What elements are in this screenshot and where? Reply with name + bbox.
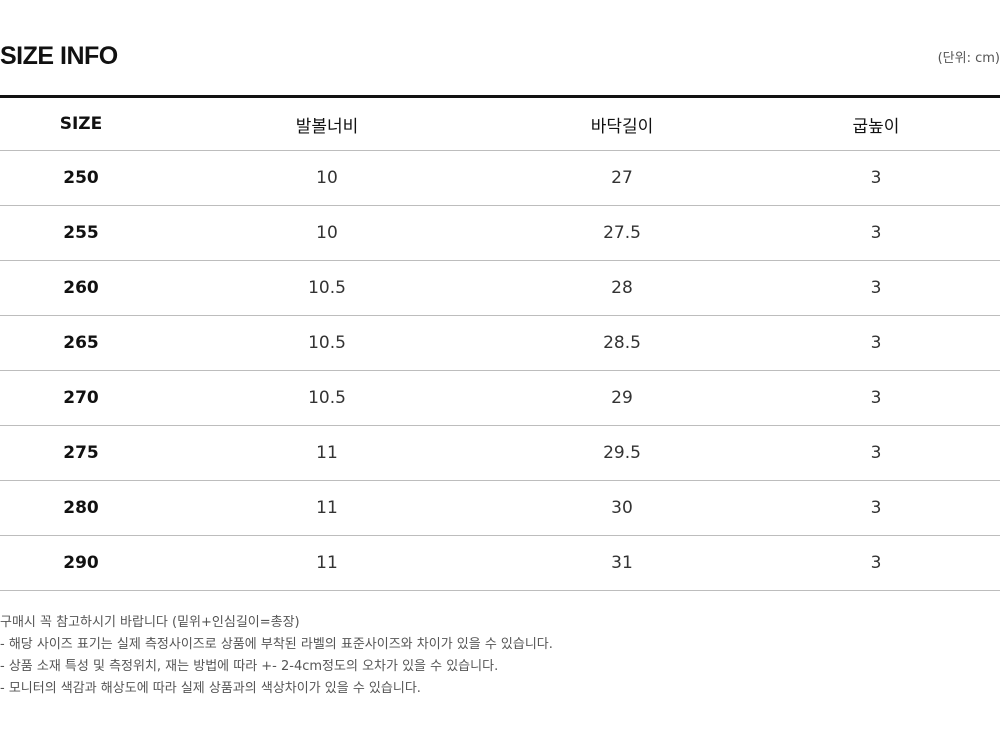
heel-height-cell: 3 [752,370,1000,426]
table-row: 280 11 30 3 [0,480,1000,536]
heel-height-cell: 3 [752,205,1000,261]
size-cell: 265 [0,315,162,371]
sole-length-cell: 29 [492,370,752,426]
sole-length-cell: 27.5 [492,205,752,261]
ball-width-cell: 11 [162,425,492,481]
heel-height-cell: 3 [752,535,1000,591]
ball-width-cell: 10.5 [162,315,492,371]
sole-length-cell: 28.5 [492,315,752,371]
column-header-heel-height: 굽높이 [752,96,1000,151]
column-header-size: SIZE [0,96,162,151]
table-header-row: SIZE 발볼너비 바닥길이 굽높이 [0,96,1000,151]
page-title: SIZE INFO [0,42,118,70]
size-cell: 260 [0,260,162,316]
sole-length-cell: 31 [492,535,752,591]
size-cell: 280 [0,480,162,536]
ball-width-cell: 10.5 [162,370,492,426]
table-row: 275 11 29.5 3 [0,425,1000,481]
table-row: 290 11 31 3 [0,535,1000,591]
size-table: SIZE 발볼너비 바닥길이 굽높이 250 10 27 3 255 10 27… [0,95,1000,591]
size-cell: 275 [0,425,162,481]
sole-length-cell: 30 [492,480,752,536]
ball-width-cell: 10 [162,150,492,206]
ball-width-cell: 11 [162,480,492,536]
heel-height-cell: 3 [752,150,1000,206]
column-header-ball-width: 발볼너비 [162,96,492,151]
sole-length-cell: 27 [492,150,752,206]
ball-width-cell: 10.5 [162,260,492,316]
table-row: 260 10.5 28 3 [0,260,1000,316]
note-line: - 해당 사이즈 표기는 실제 측정사이즈로 상품에 부착된 라벨의 표준사이즈… [0,637,553,652]
note-line: - 상품 소재 특성 및 측정위치, 재는 방법에 따라 +- 2-4cm정도의… [0,659,499,674]
note-line: - 모니터의 색감과 해상도에 따라 실제 상품과의 색상차이가 있을 수 있습… [0,681,421,696]
size-table-container: SIZE 발볼너비 바닥길이 굽높이 250 10 27 3 255 10 27… [0,95,1000,591]
table-row: 255 10 27.5 3 [0,205,1000,261]
heel-height-cell: 3 [752,480,1000,536]
heel-height-cell: 3 [752,425,1000,481]
column-header-sole-length: 바닥길이 [492,96,752,151]
ball-width-cell: 11 [162,535,492,591]
size-cell: 270 [0,370,162,426]
size-cell: 290 [0,535,162,591]
table-row: 270 10.5 29 3 [0,370,1000,426]
table-row: 265 10.5 28.5 3 [0,315,1000,371]
unit-label: (단위: cm) [937,51,1000,66]
note-line: 구매시 꼭 참고하시기 바랍니다 (밑위+인심길이=총장) [0,615,300,630]
size-cell: 255 [0,205,162,261]
size-notes: 구매시 꼭 참고하시기 바랍니다 (밑위+인심길이=총장) - 해당 사이즈 표… [0,612,1000,700]
size-cell: 250 [0,150,162,206]
table-row: 250 10 27 3 [0,150,1000,206]
heel-height-cell: 3 [752,260,1000,316]
heel-height-cell: 3 [752,315,1000,371]
sole-length-cell: 28 [492,260,752,316]
ball-width-cell: 10 [162,205,492,261]
sole-length-cell: 29.5 [492,425,752,481]
